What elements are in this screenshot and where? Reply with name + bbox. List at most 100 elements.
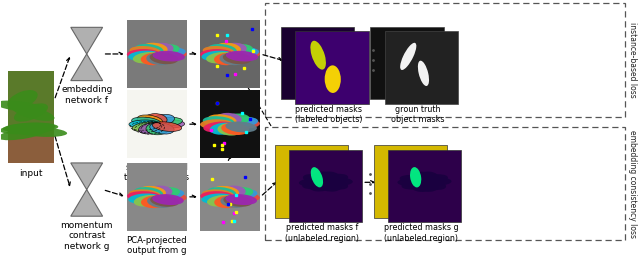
Ellipse shape	[150, 187, 180, 199]
Ellipse shape	[220, 53, 246, 65]
Text: input: input	[20, 169, 43, 178]
Ellipse shape	[400, 43, 417, 70]
Ellipse shape	[200, 191, 234, 201]
Ellipse shape	[146, 123, 168, 135]
Ellipse shape	[134, 195, 163, 207]
Ellipse shape	[221, 114, 250, 126]
Ellipse shape	[401, 179, 433, 189]
Ellipse shape	[317, 177, 353, 186]
Ellipse shape	[227, 47, 259, 58]
Ellipse shape	[220, 43, 247, 55]
Ellipse shape	[133, 52, 163, 63]
Bar	[127, 20, 187, 88]
Ellipse shape	[317, 174, 348, 185]
Ellipse shape	[0, 125, 52, 134]
Text: embedding consistency loss: embedding consistency loss	[628, 130, 637, 237]
Bar	[127, 163, 187, 231]
Ellipse shape	[214, 43, 241, 55]
Ellipse shape	[15, 127, 67, 137]
Ellipse shape	[150, 123, 174, 134]
Ellipse shape	[202, 189, 234, 200]
Text: sparse ground
truth instances: sparse ground truth instances	[124, 163, 189, 182]
Ellipse shape	[150, 52, 179, 64]
Ellipse shape	[324, 65, 340, 93]
Ellipse shape	[316, 179, 341, 192]
Ellipse shape	[129, 189, 161, 200]
Ellipse shape	[150, 195, 179, 207]
Ellipse shape	[224, 187, 253, 199]
Ellipse shape	[141, 196, 168, 208]
Ellipse shape	[397, 178, 433, 187]
Ellipse shape	[212, 186, 239, 198]
Bar	[8, 128, 54, 163]
Bar	[265, 3, 625, 117]
Ellipse shape	[150, 114, 175, 126]
Ellipse shape	[417, 177, 452, 186]
Text: predicted masks g
(unlabeled region): predicted masks g (unlabeled region)	[384, 224, 458, 243]
Bar	[388, 150, 461, 222]
Ellipse shape	[7, 90, 38, 109]
Ellipse shape	[214, 53, 241, 65]
Ellipse shape	[150, 44, 180, 56]
Ellipse shape	[152, 122, 182, 131]
Bar	[275, 145, 348, 218]
Ellipse shape	[152, 189, 184, 200]
Text: PCA-projected
output from f: PCA-projected output from f	[127, 93, 187, 112]
Ellipse shape	[416, 174, 448, 185]
Ellipse shape	[141, 43, 168, 55]
Ellipse shape	[225, 122, 257, 132]
Ellipse shape	[207, 195, 236, 207]
Ellipse shape	[0, 127, 46, 140]
Ellipse shape	[302, 178, 334, 189]
Ellipse shape	[226, 117, 258, 127]
Ellipse shape	[139, 123, 163, 134]
Ellipse shape	[154, 49, 187, 59]
Ellipse shape	[218, 123, 244, 135]
Ellipse shape	[225, 194, 257, 205]
Bar	[200, 20, 260, 88]
Ellipse shape	[303, 174, 334, 185]
Bar	[289, 150, 362, 222]
Text: predicted masks f
(unlabeled region): predicted masks f (unlabeled region)	[285, 224, 360, 243]
Ellipse shape	[134, 44, 164, 56]
Bar	[8, 71, 54, 128]
Polygon shape	[71, 163, 102, 216]
Text: momentum
contrast
network g: momentum contrast network g	[60, 221, 113, 251]
Bar	[385, 31, 458, 104]
Ellipse shape	[129, 46, 161, 57]
Ellipse shape	[137, 115, 163, 126]
Polygon shape	[71, 27, 102, 81]
Ellipse shape	[153, 51, 185, 61]
Ellipse shape	[219, 186, 246, 198]
Ellipse shape	[399, 175, 433, 185]
Bar	[374, 145, 447, 218]
Text: $\bullet(\bullet,\,\triangle)$: $\bullet(\bullet,\,\triangle)$	[215, 92, 252, 104]
Ellipse shape	[127, 191, 160, 201]
Ellipse shape	[200, 119, 234, 130]
Ellipse shape	[227, 192, 260, 203]
Text: predicted masks
(labeled objects): predicted masks (labeled objects)	[295, 105, 362, 124]
Text: $\triangle$: $\triangle$	[228, 162, 239, 175]
Ellipse shape	[153, 47, 186, 58]
Ellipse shape	[310, 41, 326, 70]
Ellipse shape	[227, 49, 260, 59]
Ellipse shape	[203, 46, 234, 57]
Ellipse shape	[200, 49, 234, 59]
Text: groun truth
object masks: groun truth object masks	[391, 105, 445, 124]
Bar	[127, 163, 187, 231]
Bar	[127, 20, 187, 88]
Ellipse shape	[309, 179, 335, 191]
Ellipse shape	[214, 196, 241, 208]
Bar	[265, 127, 625, 240]
Ellipse shape	[207, 114, 237, 126]
Bar	[127, 90, 187, 158]
Ellipse shape	[223, 52, 252, 64]
Bar	[296, 31, 369, 104]
Text: PCA-projected
output from g: PCA-projected output from g	[127, 236, 187, 255]
Bar	[200, 163, 260, 231]
Ellipse shape	[411, 179, 435, 192]
Ellipse shape	[5, 123, 58, 132]
Ellipse shape	[132, 117, 161, 127]
Ellipse shape	[152, 117, 182, 127]
Ellipse shape	[153, 120, 184, 128]
